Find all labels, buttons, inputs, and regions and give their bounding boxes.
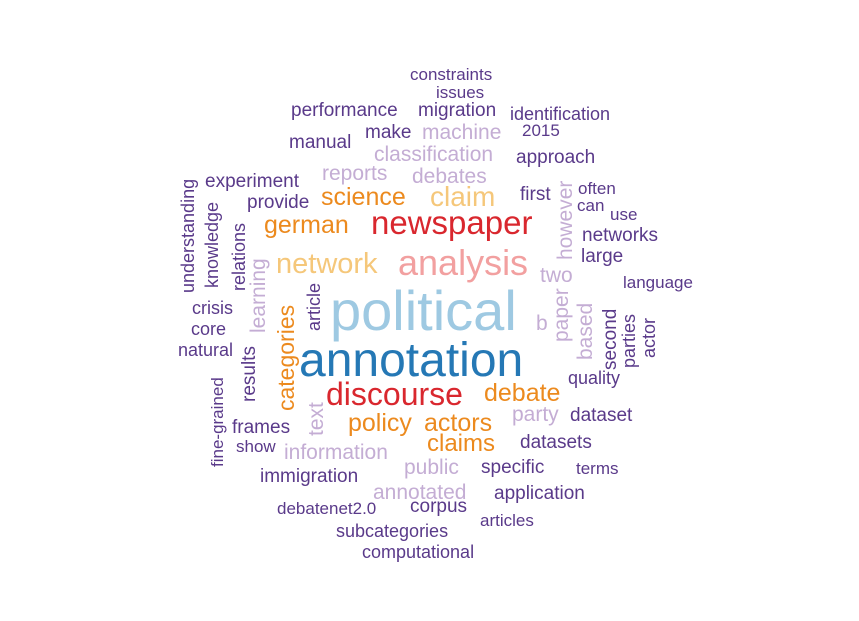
word-policy: policy bbox=[348, 409, 412, 437]
word-information: information bbox=[284, 441, 388, 464]
word-parties: parties bbox=[619, 313, 639, 368]
word-knowledge: knowledge bbox=[202, 201, 222, 288]
word-german: german bbox=[264, 211, 349, 239]
word-text: text bbox=[305, 402, 328, 436]
word-often: often bbox=[578, 179, 616, 198]
word-classification: classification bbox=[374, 143, 494, 166]
word-categories: categories bbox=[273, 304, 299, 411]
word-application: application bbox=[494, 483, 585, 504]
word-science: science bbox=[321, 183, 406, 211]
word-quality: quality bbox=[568, 368, 621, 388]
word-can: can bbox=[577, 196, 605, 215]
word-public: public bbox=[404, 456, 459, 479]
word-terms: terms bbox=[576, 459, 619, 478]
word-network: network bbox=[276, 248, 378, 280]
word-debates: debates bbox=[412, 165, 487, 188]
word-actors: actors bbox=[424, 409, 493, 437]
word-discourse: discourse bbox=[326, 376, 463, 412]
word-b: b bbox=[536, 312, 548, 335]
word-understanding: understanding bbox=[178, 178, 198, 293]
word-networks: networks bbox=[582, 225, 659, 246]
word-party: party bbox=[512, 403, 559, 426]
word-second: second bbox=[600, 308, 621, 370]
word-datasets: datasets bbox=[520, 432, 592, 453]
word-based: based bbox=[574, 302, 597, 360]
word-reports: reports bbox=[322, 162, 388, 185]
word-corpus: corpus bbox=[410, 496, 468, 517]
word-however: however bbox=[554, 180, 577, 260]
word-manual: manual bbox=[289, 132, 352, 153]
word-language: language bbox=[623, 273, 693, 292]
word-two: two bbox=[540, 264, 573, 287]
word-dataset: dataset bbox=[570, 405, 633, 426]
word-immigration: immigration bbox=[260, 466, 359, 487]
word-large: large bbox=[581, 246, 624, 267]
word-articles: articles bbox=[480, 511, 534, 530]
word-specific: specific bbox=[481, 457, 545, 478]
word-performance: performance bbox=[291, 100, 398, 121]
word-debatenet2: debatenet2.0 bbox=[277, 499, 377, 518]
word-claim: claim bbox=[430, 181, 496, 212]
word-debate: debate bbox=[484, 379, 561, 407]
word-relations: relations bbox=[229, 222, 249, 291]
word-2015: 2015 bbox=[522, 121, 560, 140]
word-article: article bbox=[304, 282, 324, 331]
word-approach: approach bbox=[516, 147, 596, 168]
word-analysis: analysis bbox=[398, 242, 529, 283]
word-claims: claims bbox=[427, 430, 496, 457]
word-annotated: annotated bbox=[373, 481, 467, 504]
word-results: results bbox=[239, 346, 260, 402]
word-subcategories: subcategories bbox=[336, 521, 449, 541]
word-make: make bbox=[365, 122, 412, 143]
word-newspaper: newspaper bbox=[371, 204, 533, 241]
word-identification: identification bbox=[510, 104, 611, 124]
word-fine-grained: fine-grained bbox=[208, 377, 227, 467]
word-migration: migration bbox=[418, 100, 497, 121]
word-crisis: crisis bbox=[192, 298, 233, 318]
word-learning: learning bbox=[247, 258, 270, 333]
word-provide: provide bbox=[247, 192, 310, 213]
word-natural: natural bbox=[178, 340, 234, 360]
word-paper: paper bbox=[550, 288, 573, 342]
word-use: use bbox=[610, 205, 638, 224]
word-core: core bbox=[191, 319, 227, 339]
word-constraints: constraints bbox=[410, 65, 493, 84]
word-issues: issues bbox=[436, 83, 485, 102]
word-computational: computational bbox=[362, 542, 475, 562]
word-political: political bbox=[330, 279, 517, 342]
word-show: show bbox=[236, 437, 276, 456]
word-actor: actor bbox=[639, 317, 659, 358]
word-first: first bbox=[520, 184, 551, 205]
word-annotation: annotation bbox=[299, 334, 524, 387]
word-experiment: experiment bbox=[205, 171, 299, 192]
word-frames: frames bbox=[232, 417, 291, 438]
word-machine: machine bbox=[422, 121, 502, 144]
